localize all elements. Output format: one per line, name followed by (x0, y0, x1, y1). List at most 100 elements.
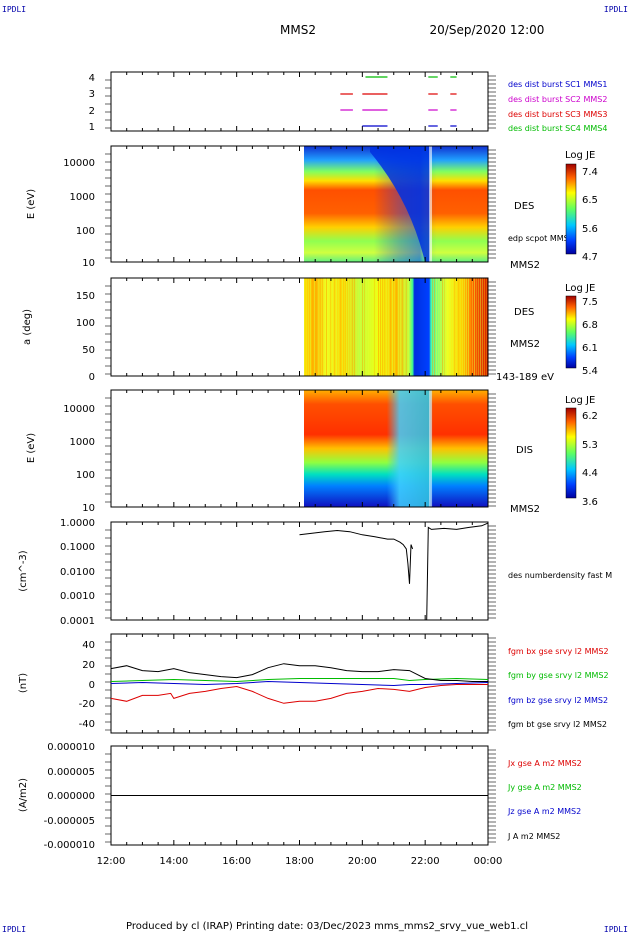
series-line-5-2 (110, 680, 489, 687)
p3-ytick-100: 100 (76, 470, 95, 481)
pitch-stripe (398, 278, 399, 376)
p2-note: 143-189 eV (496, 372, 554, 383)
panel-current-density: (A/m2) 0.000010 0.000005 0.000000 -0.000… (18, 742, 582, 851)
pitch-stripe (354, 278, 355, 376)
p1-sublabel: MMS2 (510, 260, 540, 271)
p2-cb-tick-3: 6.1 (582, 343, 598, 354)
xaxis-tick-label: 00:00 (474, 856, 503, 867)
p0-ytick-3: 3 (89, 89, 95, 100)
pitch-stripe (446, 278, 447, 376)
corner-label-br: IPDLI (604, 925, 628, 934)
p3-sublabel: MMS2 (510, 504, 540, 515)
pitch-stripe (408, 278, 409, 376)
p2-ytick-150: 150 (76, 291, 95, 302)
p6-ylabel: (A/m2) (18, 778, 29, 812)
pitch-stripe (372, 278, 373, 376)
p4-ytick-3: 0.0100 (60, 567, 95, 578)
pitch-stripe (400, 278, 401, 376)
corner-label-tl: IPDLI (2, 5, 26, 14)
p6-legend-jx: Jx gse A m2 MMS2 (507, 759, 582, 768)
p4-legend-1: des numberdensity fast M (508, 571, 612, 580)
p6-legend-jy: Jy gse A m2 MMS2 (507, 783, 582, 792)
pitch-stripe (484, 278, 485, 376)
p3-cb-tick-2: 5.3 (582, 440, 598, 451)
p3-ytick-10000: 10000 (63, 404, 95, 415)
pitch-stripe (402, 278, 403, 376)
p1-colorbar (565, 163, 577, 255)
p1-ytick-100: 100 (76, 226, 95, 237)
p2-ytick-100: 100 (76, 318, 95, 329)
p2-cb-tick-1: 7.5 (582, 297, 598, 308)
p1-cb-tick-4: 4.7 (582, 252, 598, 263)
pitch-stripe (376, 278, 377, 376)
pitch-stripe (322, 278, 323, 376)
p5-ytick--40: -40 (79, 719, 95, 730)
pitch-stripe (442, 278, 443, 376)
p0-legend-4: des dist burst SC4 MMS4 (508, 124, 607, 133)
pitch-stripe (480, 278, 481, 376)
pitch-stripe (450, 278, 451, 376)
p1-ytick-1000: 1000 (70, 192, 95, 203)
xaxis-tick-label: 22:00 (411, 856, 440, 867)
pitch-stripe (362, 278, 363, 376)
pitch-stripe (380, 278, 381, 376)
p2-ylabel: a (deg) (22, 309, 33, 345)
p5-legend-bx: fgm bx gse srvy l2 MMS2 (508, 647, 609, 656)
p3-ylabel: E (eV) (26, 433, 37, 463)
p0-ytick-2: 2 (89, 106, 95, 117)
xaxis-tick-label: 12:00 (97, 856, 126, 867)
pitch-stripe (360, 278, 361, 376)
p3-colorbar-title: Log JE (565, 395, 595, 406)
xaxis-tick-label: 18:00 (285, 856, 314, 867)
p3-ytick-10: 10 (82, 503, 95, 514)
p3-gap-stripe (429, 390, 432, 507)
p1-ylabel: E (eV) (26, 189, 37, 219)
p2-cb-tick-4: 5.4 (582, 366, 598, 377)
pitch-stripe (470, 278, 471, 376)
p6-ytick-1: 0.000010 (47, 742, 95, 753)
p2-label: DES (514, 307, 534, 318)
p1-blue-wedge (370, 146, 430, 262)
p3-ytick-1000: 1000 (70, 437, 95, 448)
corner-label-tr: IPDLI (604, 5, 628, 14)
pitch-stripe (478, 278, 479, 376)
p1-ytick-10000: 10000 (63, 158, 95, 169)
pitch-stripe (332, 278, 333, 376)
xaxis-tick-label: 16:00 (222, 856, 251, 867)
footer-text: Produced by cl (IRAP) Printing date: 03/… (126, 921, 528, 932)
pitch-stripe (328, 278, 329, 376)
pitch-stripe (374, 278, 375, 376)
pitch-stripe (378, 278, 379, 376)
pitch-stripe (476, 278, 477, 376)
p6-legend-jz: Jz gse A m2 MMS2 (507, 807, 581, 816)
p2-ytick-50: 50 (82, 345, 95, 356)
p0-ytick-4: 4 (89, 73, 95, 84)
pitch-stripe (334, 278, 335, 376)
p1-cb-tick-3: 5.6 (582, 224, 598, 235)
p1-colorbar-title: Log JE (565, 150, 595, 161)
p5-ytick-40: 40 (82, 640, 95, 651)
pitch-stripe (338, 278, 339, 376)
p6-ytick-5: -0.000010 (44, 840, 95, 851)
pitch-stripe (404, 278, 405, 376)
pitch-stripe (382, 278, 383, 376)
p4-ytick-2: 0.1000 (60, 542, 95, 553)
pitch-stripe (464, 278, 465, 376)
panel-magnetic-field: (nT) 40 20 0 -20 -40 fgm bx gse srvy l2 … (18, 633, 609, 734)
p1-gap-stripe (429, 146, 432, 262)
p2-colorbar (565, 295, 577, 369)
series-line-5-1 (110, 677, 489, 683)
pitch-stripe (350, 278, 351, 376)
p5-legend-bt: fgm bt gse srvy l2 MMS2 (508, 720, 607, 729)
pitch-stripe (356, 278, 357, 376)
pitch-stripe (384, 278, 385, 376)
xaxis-tick-label: 20:00 (348, 856, 377, 867)
p5-ytick-0: 0 (89, 680, 95, 691)
pitch-stripe (406, 278, 407, 376)
pitch-stripe (456, 278, 457, 376)
p4-ylabel: (cm^-3) (18, 550, 29, 591)
pitch-stripe (310, 278, 311, 376)
pitch-stripe (434, 278, 435, 376)
corner-label-bl: IPDLI (2, 925, 26, 934)
pitch-stripe (438, 278, 439, 376)
